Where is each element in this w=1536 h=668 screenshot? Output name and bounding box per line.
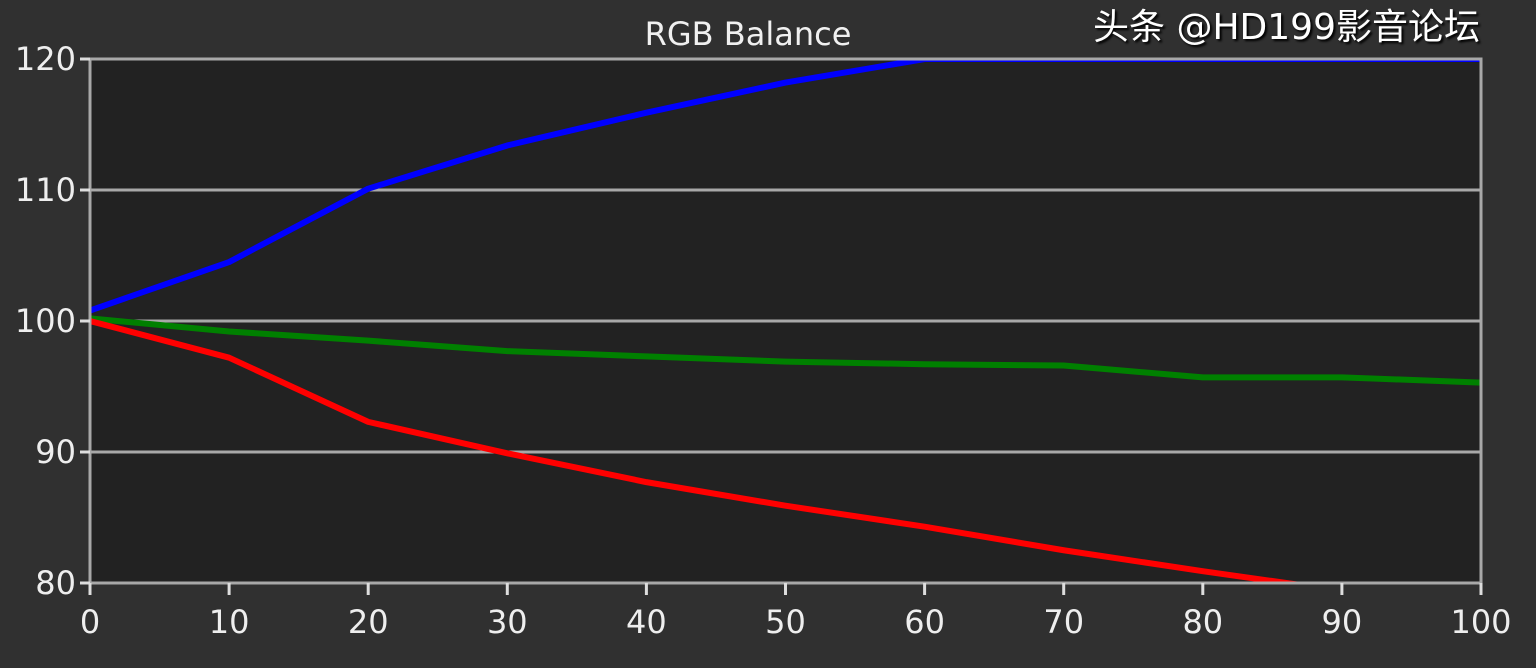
y-tick-label: 100 <box>15 302 76 340</box>
y-tick-label: 120 <box>15 40 76 78</box>
x-tick-label: 40 <box>626 603 667 641</box>
x-tick-label: 30 <box>487 603 528 641</box>
x-tick-label: 80 <box>1182 603 1223 641</box>
series-line-1 <box>90 315 1482 386</box>
chart-title: RGB Balance <box>645 15 852 53</box>
x-tick-label: 50 <box>765 603 806 641</box>
series-line-2 <box>90 318 1315 584</box>
x-tick-label: 100 <box>1450 603 1511 641</box>
x-tick-label: 10 <box>209 603 250 641</box>
y-tick-label: 80 <box>35 564 76 602</box>
watermark: 头条 @HD199影音论坛 <box>1093 7 1480 48</box>
x-tick-label: 0 <box>80 603 100 641</box>
x-tick-label: 20 <box>348 603 389 641</box>
x-tick-label: 90 <box>1322 603 1363 641</box>
y-tick-label: 110 <box>15 171 76 209</box>
x-tick-label: 60 <box>904 603 945 641</box>
y-tick-label: 90 <box>35 433 76 471</box>
x-tick-label: 70 <box>1043 603 1084 641</box>
